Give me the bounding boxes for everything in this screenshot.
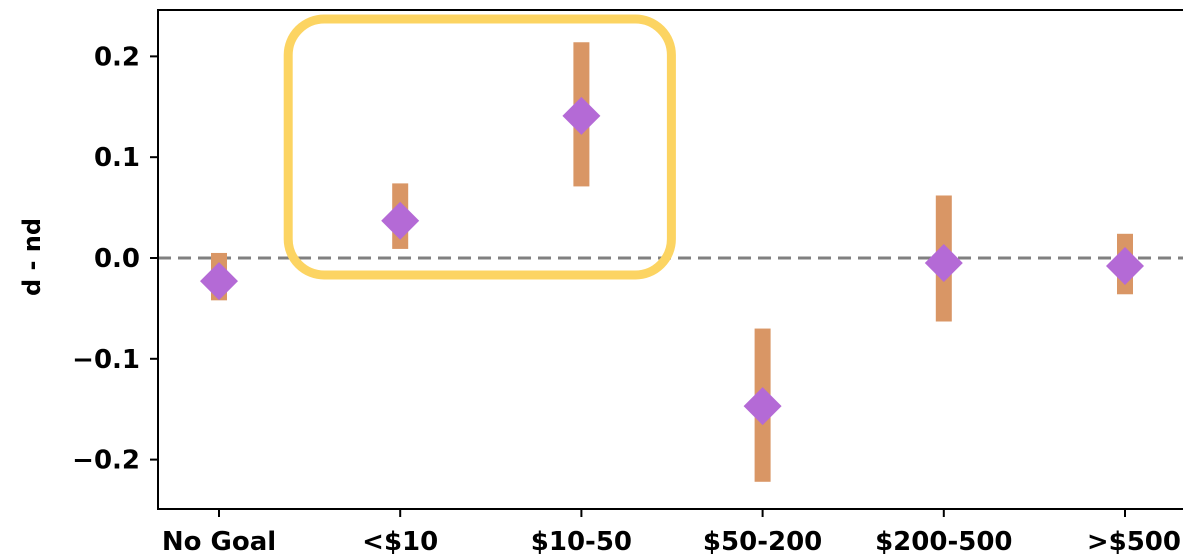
x-tick-label: <$10 [362, 527, 438, 557]
y-axis-label: d - nd [18, 218, 46, 296]
x-tick-label: No Goal [162, 527, 276, 557]
y-tick-label: 0.0 [94, 244, 140, 274]
y-tick-label: 0.1 [94, 143, 140, 173]
data-markers [200, 96, 1144, 426]
x-tick-label: $10-50 [531, 527, 632, 557]
data-point-marker [200, 262, 238, 301]
data-point-marker [1106, 247, 1144, 286]
x-tick-label: $50-200 [703, 527, 822, 557]
y-axis: 0.2 0.1 0.0 −0.1 −0.2 [72, 42, 158, 476]
y-tick-label: −0.1 [72, 345, 140, 375]
x-axis: No Goal <$10 $10-50 $50-200 $200-500 >$500 [162, 509, 1181, 557]
y-tick-label: 0.2 [94, 42, 140, 72]
data-point-marker [743, 387, 782, 426]
data-point-marker [562, 96, 601, 135]
data-point-marker [924, 244, 963, 283]
y-tick-label: −0.2 [72, 446, 140, 476]
axes-frame [157, 9, 1183, 510]
x-tick-label: >$500 [1087, 527, 1181, 557]
highlight-box [283, 14, 676, 280]
data-point-marker [381, 201, 420, 240]
x-tick-label: $200-500 [875, 527, 1012, 557]
